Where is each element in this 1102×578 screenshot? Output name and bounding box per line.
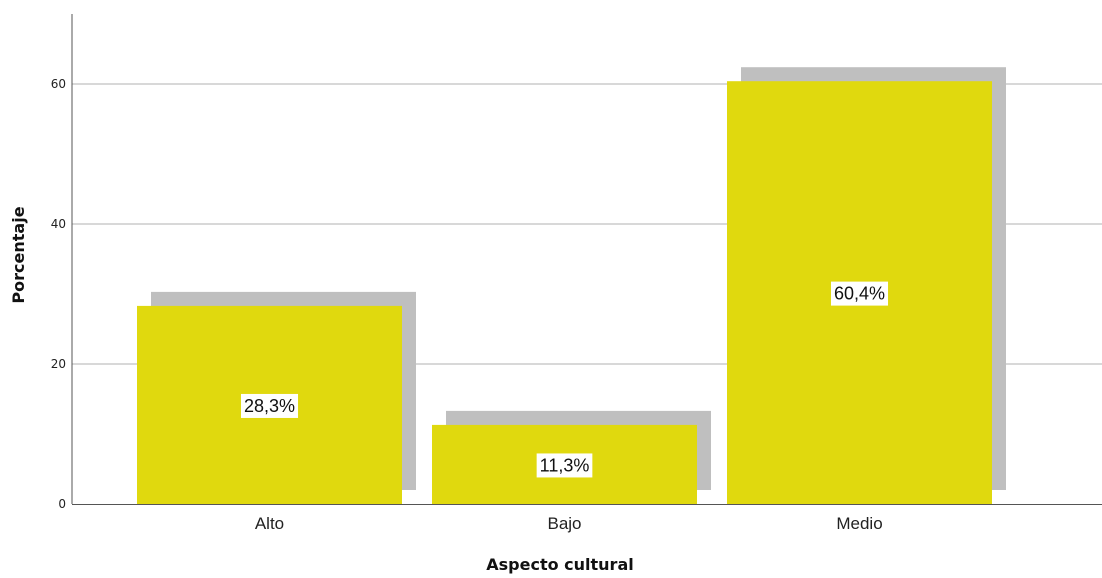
x-tick-label: Alto [255,514,284,533]
y-tick-label: 60 [51,77,66,91]
x-tick-labels: Alto Bajo Medio [255,514,883,533]
data-label-box [536,453,593,478]
data-label: 11,3% [536,453,593,478]
data-label-text: 11,3% [540,455,590,475]
x-tick-label: Bajo [547,514,581,533]
data-label: 28,3% [240,393,299,418]
data-label-box [240,393,299,418]
data-label-box [830,281,889,306]
y-tick-labels: 0 20 40 60 [51,77,66,511]
axes [71,14,1102,505]
y-tick-label: 0 [58,497,66,511]
data-label-text: 28,3% [244,396,295,416]
x-axis-title: Aspecto cultural [486,555,633,574]
y-axis-title: Porcentaje [9,206,28,303]
data-label: 60,4% [830,281,889,306]
y-tick-label: 40 [51,217,66,231]
x-tick-label: Medio [836,514,882,533]
data-label-text: 60,4% [834,284,885,304]
y-tick-label: 20 [51,357,66,371]
data-labels: 28,3% 11,3% 60,4% [240,281,889,478]
